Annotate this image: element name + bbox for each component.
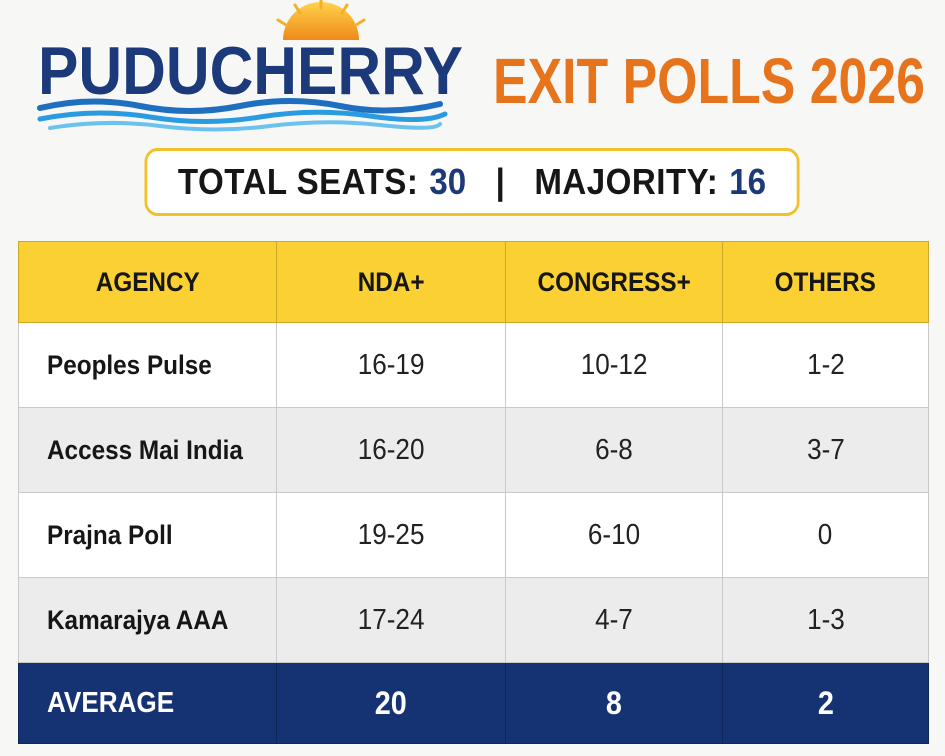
average-nda-cell: 20 bbox=[276, 662, 506, 744]
agency-name-cell: Peoples Pulse bbox=[18, 322, 277, 408]
column-header-congress: CONGRESS+ bbox=[505, 241, 723, 323]
header: PUDUCHERRY EXIT POLLS 2026 bbox=[0, 0, 945, 140]
average-row: AVERAGE 20 8 2 bbox=[18, 662, 929, 744]
agency-name-cell: Kamarajya AAA bbox=[18, 577, 277, 663]
total-seats-value: 30 bbox=[429, 161, 467, 202]
majority-label: MAJORITY: bbox=[534, 161, 719, 202]
congress-cell: 4-7 bbox=[505, 577, 723, 663]
table-row: Access Mai India 16-20 6-8 3-7 bbox=[18, 407, 929, 493]
exit-poll-table: AGENCY NDA+ CONGRESS+ OTHERS Peoples Pul… bbox=[18, 241, 929, 744]
congress-cell: 10-12 bbox=[505, 322, 723, 408]
nda-cell: 17-24 bbox=[276, 577, 506, 663]
nda-cell: 16-19 bbox=[276, 322, 506, 408]
table-header-row: AGENCY NDA+ CONGRESS+ OTHERS bbox=[18, 241, 929, 323]
column-header-nda: NDA+ bbox=[276, 241, 506, 323]
average-others-cell: 2 bbox=[722, 662, 929, 744]
others-cell: 3-7 bbox=[722, 407, 929, 493]
agency-name-cell: Access Mai India bbox=[18, 407, 277, 493]
table-row: Prajna Poll 19-25 6-10 0 bbox=[18, 492, 929, 578]
header-graphic: PUDUCHERRY EXIT POLLS 2026 bbox=[37, 0, 925, 132]
column-header-agency: AGENCY bbox=[18, 241, 277, 323]
sun-icon bbox=[276, 0, 366, 40]
page-title: EXIT POLLS 2026 bbox=[493, 45, 925, 117]
summary-separator: | bbox=[495, 161, 505, 202]
summary-box: TOTAL SEATS: 30 | MAJORITY: 16 bbox=[144, 148, 800, 216]
average-congress-cell: 8 bbox=[505, 662, 723, 744]
brand-title: PUDUCHERRY bbox=[38, 33, 463, 109]
wave-icon bbox=[37, 98, 448, 132]
others-cell: 1-2 bbox=[722, 322, 929, 408]
nda-cell: 19-25 bbox=[276, 492, 506, 578]
nda-cell: 16-20 bbox=[276, 407, 506, 493]
congress-cell: 6-10 bbox=[505, 492, 723, 578]
total-seats-label: TOTAL SEATS: bbox=[177, 161, 419, 202]
majority-value: 16 bbox=[729, 161, 767, 202]
congress-cell: 6-8 bbox=[505, 407, 723, 493]
others-cell: 1-3 bbox=[722, 577, 929, 663]
agency-name-cell: Prajna Poll bbox=[18, 492, 277, 578]
table-row: Peoples Pulse 16-19 10-12 1-2 bbox=[18, 322, 929, 408]
table-row: Kamarajya AAA 17-24 4-7 1-3 bbox=[18, 577, 929, 663]
column-header-others: OTHERS bbox=[722, 241, 929, 323]
others-cell: 0 bbox=[722, 492, 929, 578]
average-label-cell: AVERAGE bbox=[18, 662, 277, 744]
